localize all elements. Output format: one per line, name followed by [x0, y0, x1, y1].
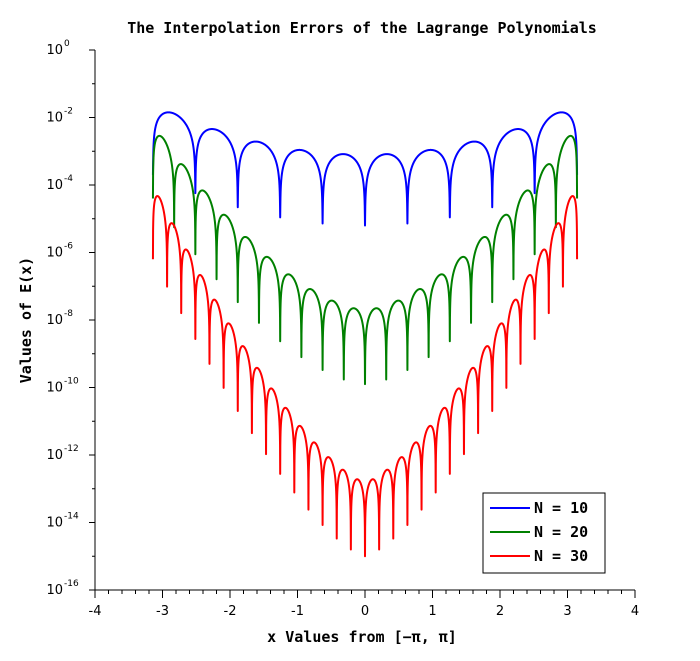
y-tick-base: 10 [46, 313, 63, 328]
x-axis-label: x Values from [−π, π] [267, 628, 457, 646]
y-tick-base: 10 [46, 246, 63, 261]
series-line-2 [151, 195, 579, 558]
series-group [151, 111, 579, 558]
y-tick-base: 10 [46, 516, 63, 531]
x-tick-label: -4 [89, 604, 102, 619]
y-tick-exponent: -16 [64, 579, 79, 589]
y-tick-exponent: -2 [64, 107, 73, 117]
y-tick-exponent: -4 [64, 174, 73, 184]
x-tick-label: 4 [631, 604, 639, 619]
x-tick-label: 1 [428, 604, 436, 619]
chart-title: The Interpolation Errors of the Lagrange… [127, 19, 597, 37]
y-tick-label: 10 -10 [46, 377, 79, 396]
y-tick-base: 10 [46, 178, 63, 193]
series-line-0 [151, 111, 579, 227]
series-line-1 [151, 134, 579, 386]
y-tick-exponent: 0 [64, 39, 70, 49]
x-tick-label: 2 [496, 604, 504, 619]
y-tick-label: 10 -2 [46, 107, 73, 126]
y-tick-exponent: -10 [64, 377, 79, 387]
y-tick-exponent: -12 [64, 444, 79, 454]
y-tick-base: 10 [46, 448, 63, 463]
y-tick-label: 10 -6 [46, 242, 73, 261]
x-tick-label: -1 [291, 604, 304, 619]
y-tick-label: 10 -4 [46, 174, 73, 193]
y-tick-label: 10 -8 [46, 309, 73, 328]
y-tick-base: 10 [46, 111, 63, 126]
x-tick-label: 0 [361, 604, 369, 619]
y-tick-base: 10 [46, 381, 63, 396]
y-tick-exponent: -8 [64, 309, 73, 319]
y-axis-label: Values of E(x) [17, 257, 35, 383]
x-tick-label: -2 [224, 604, 237, 619]
x-ticks: -4 -3 -2 -1 0 1 2 3 4 [89, 590, 639, 619]
y-tick-base: 10 [46, 43, 63, 58]
legend-label-n10: N = 10 [534, 499, 588, 517]
legend: N = 10 N = 20 N = 30 [482, 492, 606, 574]
legend-label-n30: N = 30 [534, 547, 588, 565]
legend-label-n20: N = 20 [534, 523, 588, 541]
y-tick-label: 10 -14 [46, 512, 79, 531]
y-tick-label: 10 0 [46, 39, 70, 58]
x-tick-label: 3 [563, 604, 571, 619]
y-tick-exponent: -6 [64, 242, 73, 252]
y-tick-label: 10 -16 [46, 579, 79, 598]
y-tick-exponent: -14 [64, 512, 79, 522]
y-tick-label: 10 -12 [46, 444, 78, 463]
y-tick-base: 10 [46, 583, 63, 598]
x-tick-label: -3 [156, 604, 169, 619]
